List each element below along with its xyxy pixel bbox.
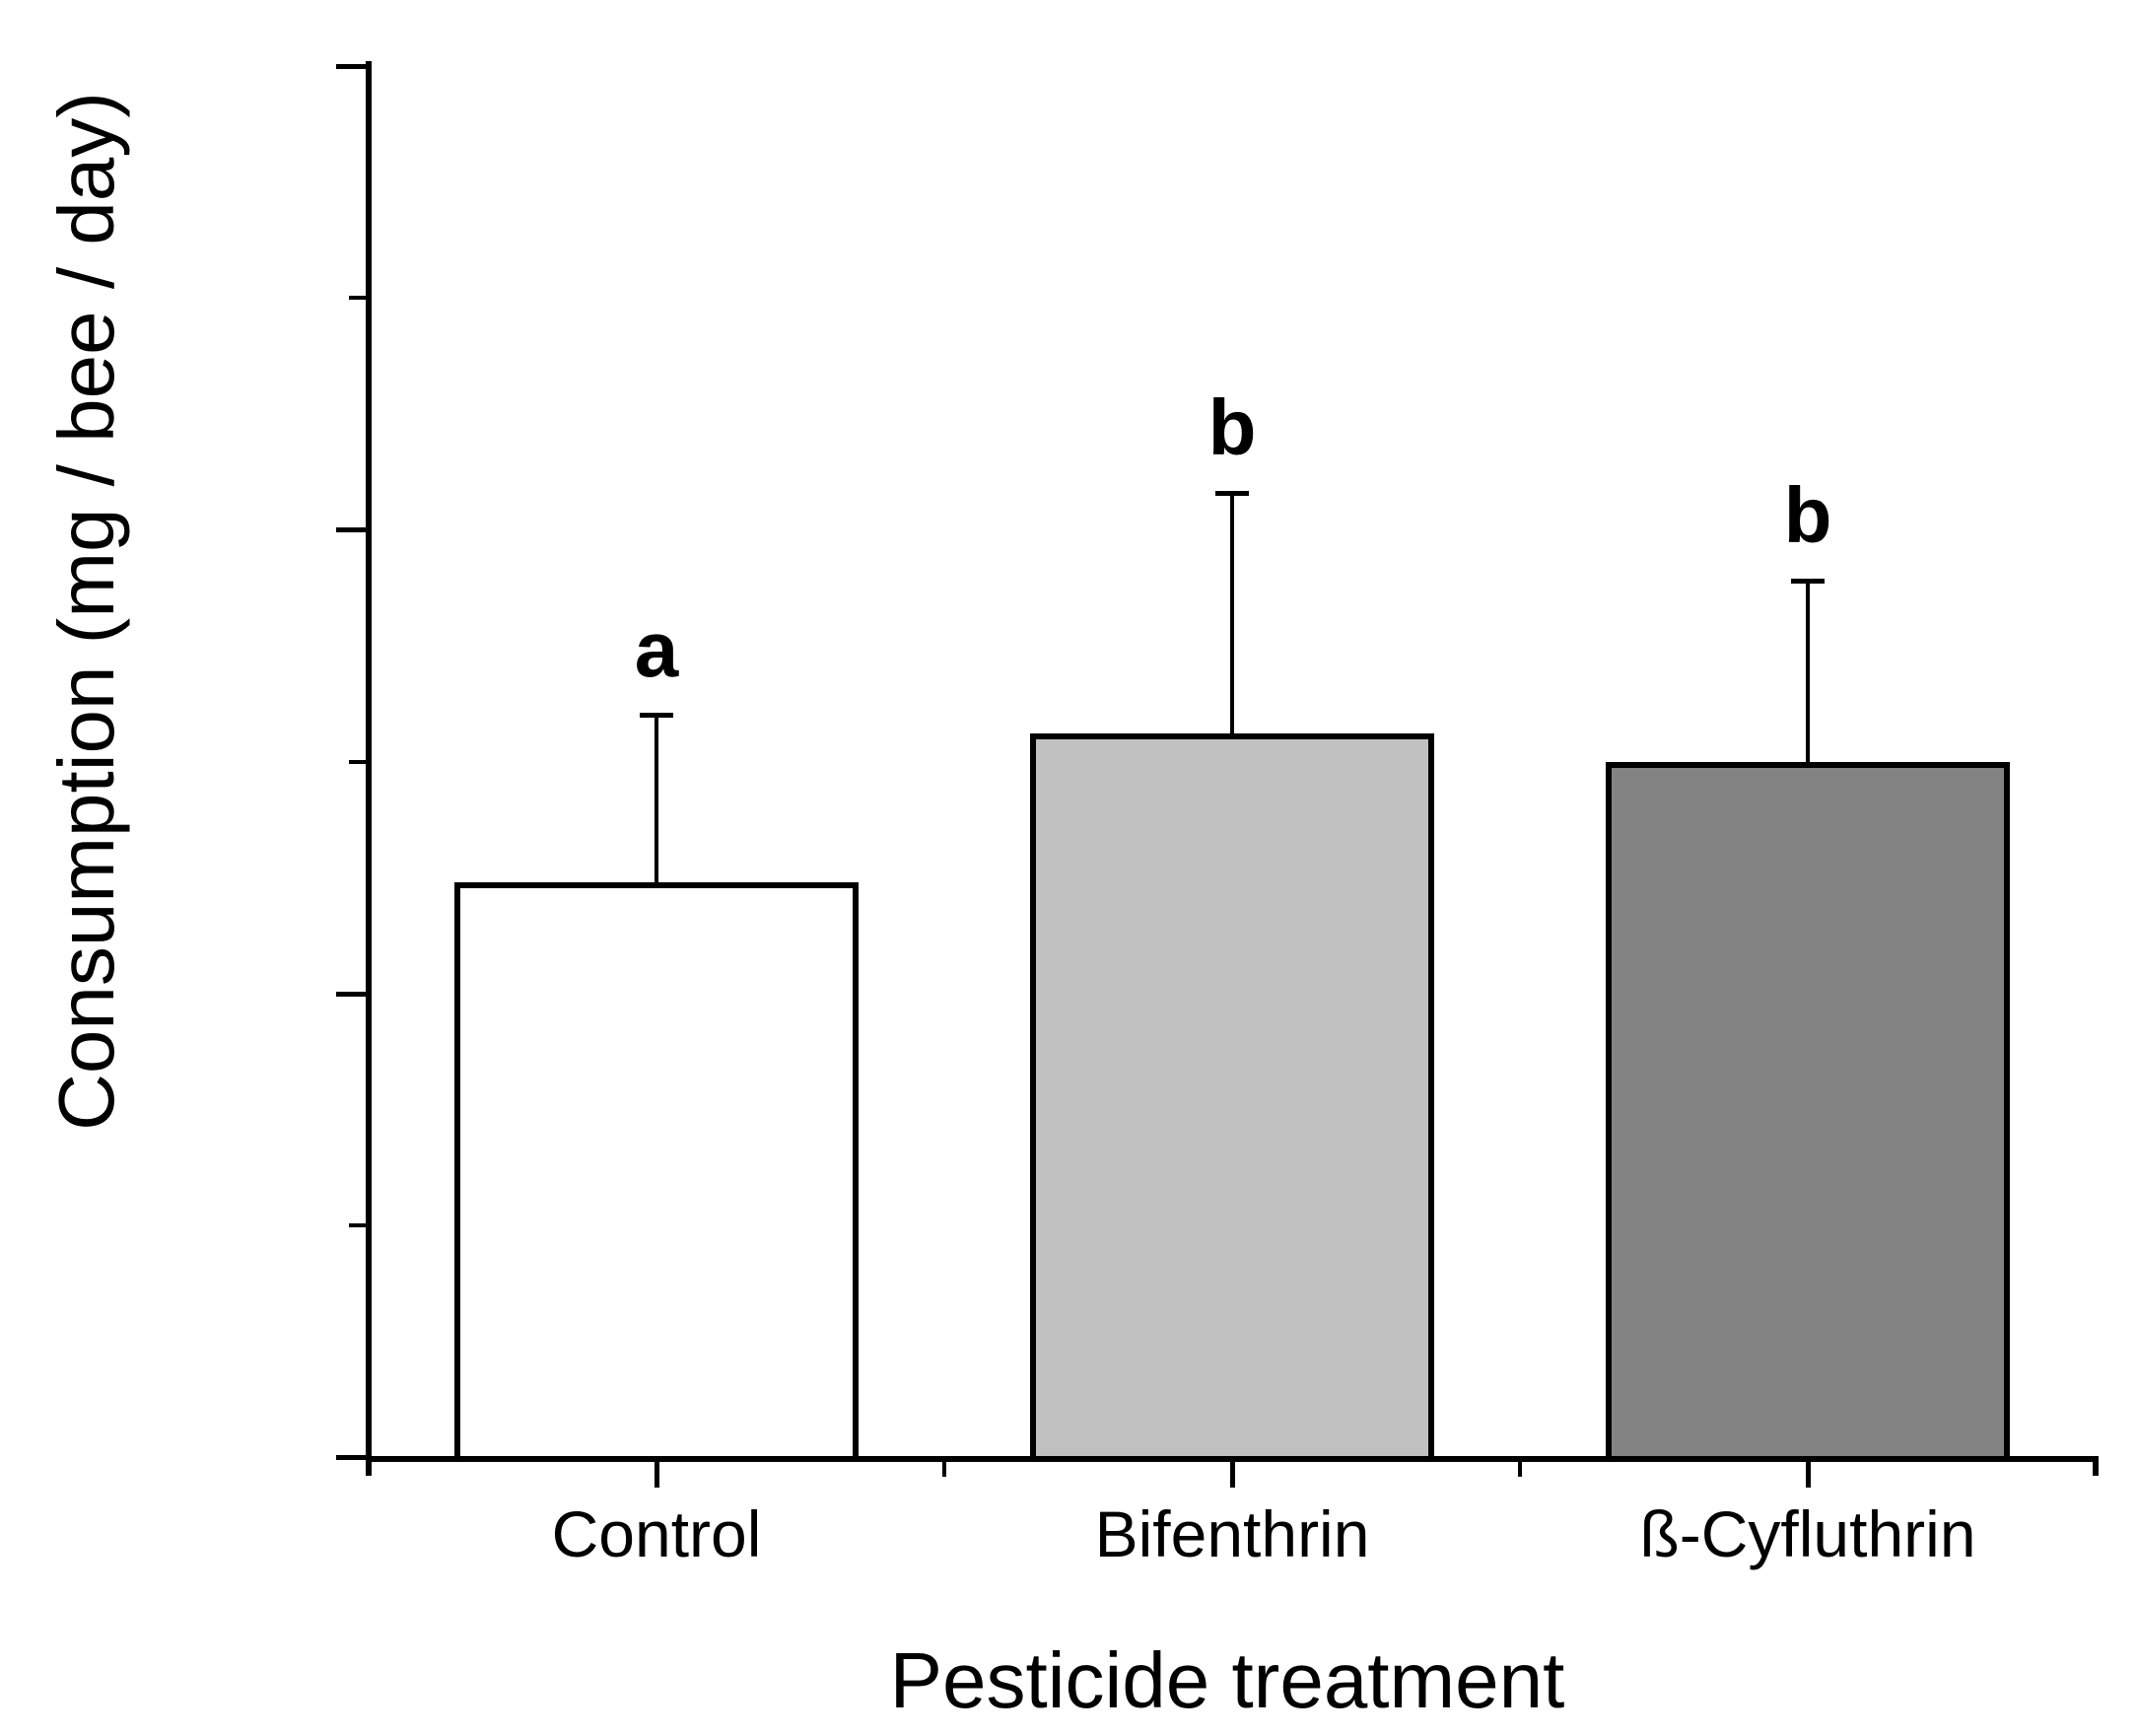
error-bar-cap [1791, 579, 1825, 584]
category-label: Bifenthrin [1094, 1497, 1370, 1570]
x-minor-tick [1518, 1462, 1522, 1477]
error-bar-line [1806, 581, 1810, 762]
bar-2 [1030, 733, 1434, 1462]
bar-1 [454, 882, 859, 1462]
category-label: Control [551, 1497, 762, 1570]
y-axis-line [366, 61, 372, 1476]
x-axis-title: Pesticide treatment [889, 1636, 1565, 1724]
x-major-tick [1806, 1462, 1811, 1488]
error-bar-cap [640, 713, 673, 718]
significance-letter: b [1783, 471, 1832, 559]
significance-letter: b [1207, 383, 1257, 471]
x-major-tick [655, 1462, 659, 1488]
significance-letter: a [634, 605, 679, 693]
y-major-tick [336, 1455, 366, 1460]
x-minor-tick [942, 1462, 946, 1477]
category-label: ß-Cyfluthrin [1639, 1497, 1976, 1570]
error-bar-line [1230, 493, 1234, 733]
y-minor-tick [349, 760, 366, 764]
y-major-tick [336, 64, 366, 69]
error-bar-line [655, 715, 658, 882]
x-axis-end-tick [2093, 1456, 2099, 1476]
error-bar-cap [1215, 491, 1249, 496]
y-major-tick [336, 992, 366, 997]
bar-3 [1606, 762, 2010, 1462]
y-minor-tick [349, 296, 366, 300]
x-major-tick [1230, 1462, 1235, 1488]
y-axis-title: Consumption (mg / bee / day) [42, 92, 130, 1131]
y-minor-tick [349, 1223, 366, 1227]
y-major-tick [336, 527, 366, 532]
